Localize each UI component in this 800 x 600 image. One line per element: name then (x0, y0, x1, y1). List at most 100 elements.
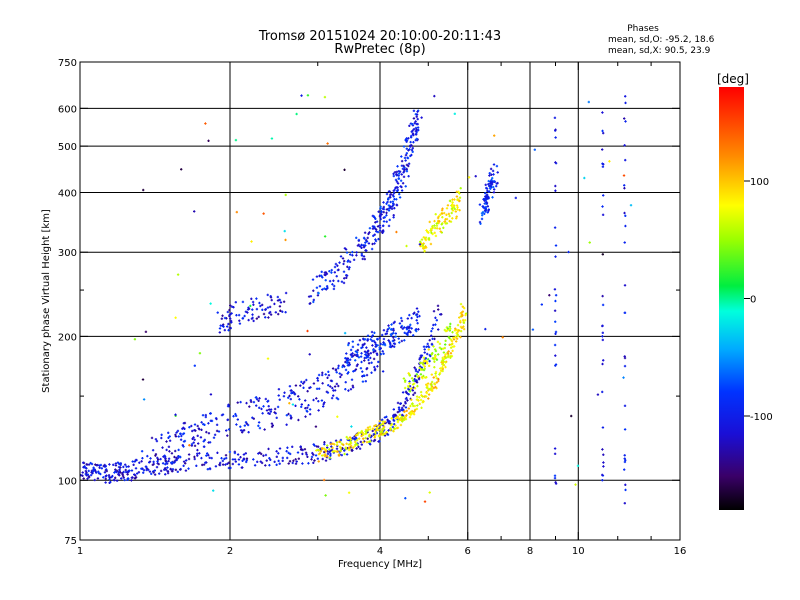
data-point (366, 373, 368, 377)
data-point (450, 343, 452, 346)
data-point (376, 365, 378, 368)
data-point (288, 412, 290, 416)
data-point (374, 429, 376, 432)
data-point (219, 331, 221, 334)
data-point (336, 447, 338, 450)
data-point (141, 460, 143, 463)
data-point (449, 219, 451, 223)
data-point (330, 445, 332, 448)
data-point (435, 370, 437, 374)
data-point (418, 377, 420, 381)
data-point (362, 437, 364, 440)
data-point (377, 237, 379, 241)
data-point (207, 468, 209, 471)
data-point (452, 349, 454, 352)
data-point (416, 307, 418, 310)
data-point (386, 192, 388, 196)
data-point (341, 280, 343, 283)
data-point (458, 192, 460, 195)
data-point (383, 341, 385, 344)
data-point (388, 324, 390, 327)
data-point (389, 340, 391, 344)
data-point (390, 200, 392, 204)
data-point (360, 367, 362, 370)
data-point (290, 391, 292, 395)
data-point (324, 453, 326, 456)
data-point (184, 439, 186, 443)
data-point (431, 352, 433, 355)
data-point (436, 377, 438, 380)
data-point (307, 390, 309, 393)
data-point (570, 414, 572, 418)
data-point (425, 238, 427, 242)
data-point (250, 297, 252, 300)
data-point (406, 396, 408, 400)
data-point (321, 373, 323, 377)
data-point (365, 432, 367, 436)
data-point (193, 436, 195, 439)
data-point (448, 212, 450, 216)
data-point (344, 331, 346, 335)
data-point (374, 368, 376, 371)
data-point (354, 369, 356, 372)
data-point (248, 307, 250, 310)
data-point (428, 345, 430, 349)
data-point (412, 404, 414, 408)
data-point (270, 313, 272, 316)
data-point (363, 440, 365, 443)
data-point (393, 419, 395, 422)
data-point (456, 208, 458, 211)
data-point (497, 171, 499, 174)
data-point (554, 226, 556, 229)
data-point (86, 471, 88, 474)
data-point (393, 345, 395, 348)
data-point (304, 399, 306, 402)
data-point (325, 271, 327, 274)
data-point (384, 434, 386, 437)
data-point (442, 367, 444, 370)
stats-header: Phases (627, 24, 659, 34)
data-point (375, 230, 377, 233)
data-point (392, 339, 394, 343)
data-point (401, 189, 403, 192)
data-point (354, 435, 356, 439)
data-point (133, 473, 135, 476)
data-point (409, 154, 411, 158)
data-point (372, 227, 374, 230)
data-point (458, 190, 460, 194)
data-point (554, 364, 556, 367)
data-point (399, 408, 401, 412)
data-point (172, 468, 174, 471)
data-point (347, 389, 349, 392)
data-point (391, 323, 393, 326)
data-point (407, 333, 409, 337)
data-point (436, 222, 438, 225)
data-point (276, 416, 278, 419)
data-point (446, 207, 448, 210)
data-point (102, 476, 104, 479)
data-point (329, 449, 331, 453)
data-point (462, 318, 464, 322)
data-point (447, 352, 449, 355)
data-point (269, 412, 271, 415)
data-point (382, 420, 384, 423)
data-point (394, 320, 396, 324)
data-point (203, 440, 205, 443)
data-point (484, 192, 486, 195)
data-point (457, 206, 459, 209)
data-point (371, 371, 373, 374)
data-point (249, 304, 251, 308)
data-point (269, 305, 271, 309)
data-point (286, 456, 288, 460)
data-point (356, 353, 358, 356)
data-point (192, 437, 194, 440)
data-point (310, 386, 312, 389)
data-point (312, 289, 314, 292)
data-point (376, 220, 378, 223)
data-point (461, 326, 463, 329)
data-point (485, 200, 487, 204)
data-point (384, 420, 386, 423)
data-point (339, 261, 341, 264)
data-point (300, 405, 302, 408)
data-point (227, 310, 229, 314)
